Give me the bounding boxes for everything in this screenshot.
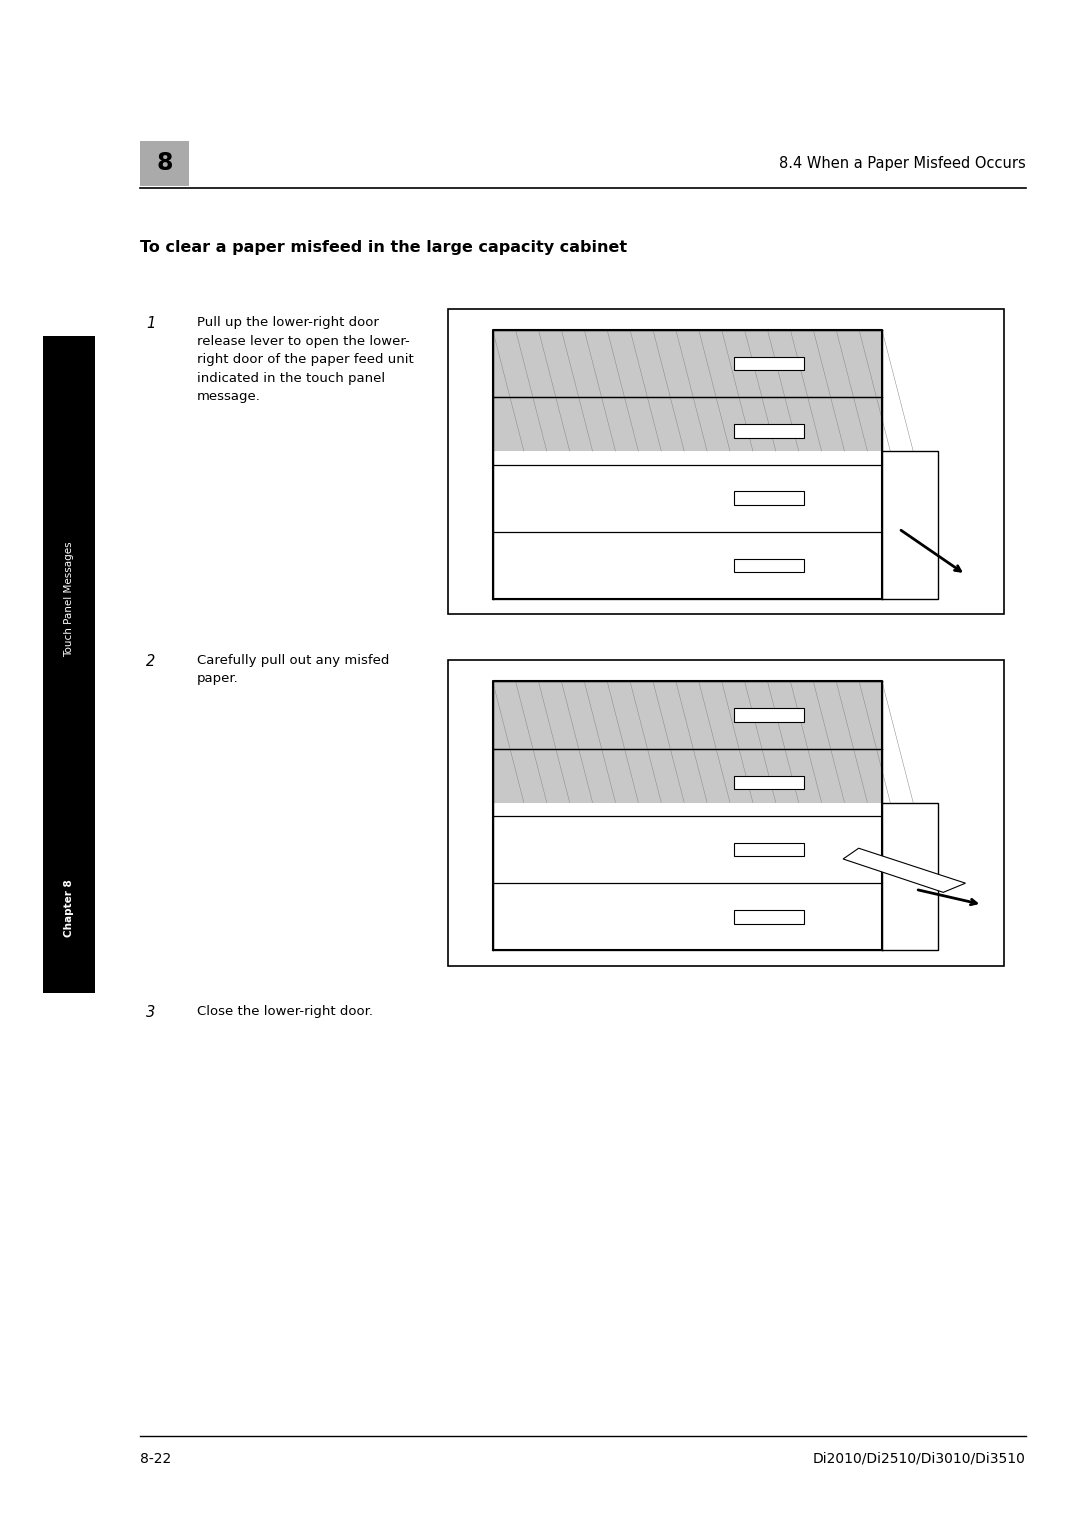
Text: 8-22: 8-22 [140,1452,172,1465]
FancyBboxPatch shape [734,843,805,856]
Text: Pull up the lower-right door
release lever to open the lower-
right door of the : Pull up the lower-right door release lev… [197,316,414,403]
FancyBboxPatch shape [734,776,805,788]
Text: 8: 8 [157,151,173,176]
FancyBboxPatch shape [448,660,1004,966]
FancyBboxPatch shape [882,802,937,950]
FancyBboxPatch shape [734,492,805,504]
Text: Carefully pull out any misfed
paper.: Carefully pull out any misfed paper. [197,654,389,686]
FancyBboxPatch shape [492,681,882,802]
Text: Touch Panel Messages: Touch Panel Messages [64,541,75,657]
Text: To clear a paper misfeed in the large capacity cabinet: To clear a paper misfeed in the large ca… [140,240,627,255]
FancyBboxPatch shape [43,336,95,993]
FancyBboxPatch shape [734,911,805,923]
Text: 8.4 When a Paper Misfeed Occurs: 8.4 When a Paper Misfeed Occurs [780,156,1026,171]
FancyBboxPatch shape [734,709,805,721]
Text: 1: 1 [146,316,156,332]
FancyBboxPatch shape [734,425,805,437]
Text: Close the lower-right door.: Close the lower-right door. [197,1005,373,1019]
FancyBboxPatch shape [140,141,189,186]
Text: 3: 3 [146,1005,156,1021]
FancyBboxPatch shape [492,330,882,451]
FancyBboxPatch shape [448,309,1004,614]
Polygon shape [843,848,966,892]
Text: 2: 2 [146,654,156,669]
FancyBboxPatch shape [734,559,805,571]
Text: Chapter 8: Chapter 8 [64,879,75,937]
Text: Di2010/Di2510/Di3010/Di3510: Di2010/Di2510/Di3010/Di3510 [813,1452,1026,1465]
FancyBboxPatch shape [734,358,805,370]
FancyBboxPatch shape [882,451,937,599]
